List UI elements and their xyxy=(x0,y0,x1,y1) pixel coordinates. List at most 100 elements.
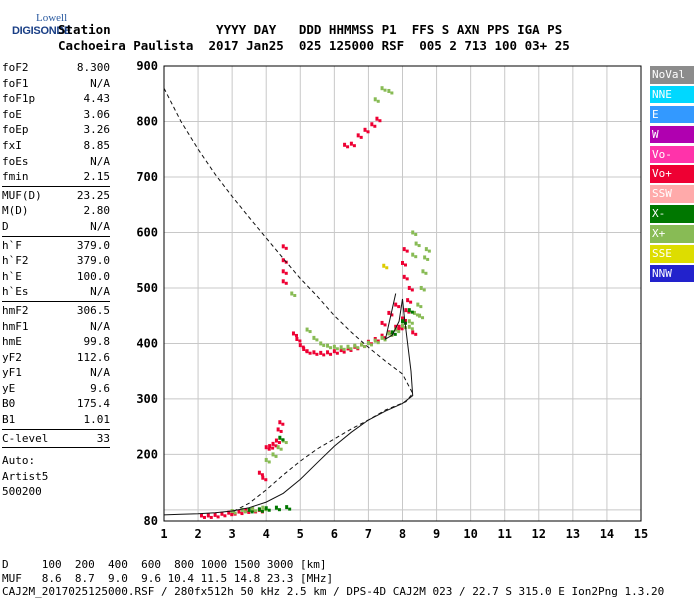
param-row: fmin 2.15 xyxy=(2,169,110,185)
data-point xyxy=(414,255,418,259)
footer-row3: CAJ2M_2017025125000.RSF / 280fx512h 50 k… xyxy=(2,585,665,598)
data-point xyxy=(267,447,271,451)
legend-item: E xyxy=(650,105,694,124)
data-point xyxy=(360,342,364,347)
param-separator xyxy=(2,185,110,187)
data-point xyxy=(407,319,411,324)
data-point xyxy=(380,333,384,338)
param-name: hmF1 xyxy=(2,319,29,333)
data-point xyxy=(216,515,220,519)
param-row: MUF(D) 23.25 xyxy=(2,188,110,204)
data-point xyxy=(247,510,251,514)
param-name: foF2 xyxy=(2,61,29,74)
data-point xyxy=(421,269,425,274)
data-point xyxy=(363,345,367,349)
param-row: B0 175.4 xyxy=(2,396,110,412)
y-tick-label: 600 xyxy=(136,225,158,239)
y-tick-label: 400 xyxy=(136,336,158,350)
data-point xyxy=(199,513,203,518)
param-row: yF2 112.6 xyxy=(2,350,110,366)
data-point xyxy=(421,316,425,320)
data-point xyxy=(346,145,350,149)
legend-item: NoVal xyxy=(650,66,694,84)
legend-item: X+ xyxy=(650,225,694,243)
logo-line2: DIGISONDE xyxy=(12,25,72,37)
data-point xyxy=(319,341,323,346)
param-name: D xyxy=(2,219,9,233)
param-row: foEs N/A xyxy=(2,154,110,170)
footer-row1: D 100 200 400 600 800 1000 1500 3000 [km… xyxy=(2,558,327,571)
data-point xyxy=(356,346,360,350)
data-point xyxy=(390,313,394,317)
data-point xyxy=(298,343,302,348)
y-tick-label: 900 xyxy=(136,59,158,73)
data-point xyxy=(227,510,231,515)
param-name: yE xyxy=(2,381,16,395)
data-point xyxy=(424,247,428,252)
data-point xyxy=(276,427,280,432)
data-point xyxy=(373,124,377,128)
data-point xyxy=(342,350,346,354)
param-separator xyxy=(2,235,110,237)
param-name: h`E xyxy=(2,269,22,283)
param-value: 175.4 xyxy=(76,397,110,411)
data-point xyxy=(339,345,343,350)
data-point xyxy=(410,288,414,292)
auto-line: Artist5 xyxy=(2,469,49,483)
footer: D 100 200 400 600 800 1000 1500 3000 [km… xyxy=(2,558,664,599)
data-point xyxy=(349,348,353,352)
data-point xyxy=(278,420,282,425)
data-point xyxy=(281,258,285,263)
data-point xyxy=(366,340,370,345)
y-tick-label: 300 xyxy=(136,392,158,406)
x-tick-label: 10 xyxy=(463,527,477,541)
data-point xyxy=(402,274,406,279)
data-point xyxy=(279,429,283,433)
data-point xyxy=(223,514,227,518)
param-name: h`Es xyxy=(2,285,29,299)
data-point xyxy=(277,508,281,512)
data-point xyxy=(295,337,299,341)
data-point xyxy=(342,347,346,351)
param-row: M(D) 2.80 xyxy=(2,203,110,219)
data-point xyxy=(376,339,380,343)
data-point xyxy=(284,441,288,445)
data-point xyxy=(291,331,295,336)
param-row: h`Es N/A xyxy=(2,284,110,300)
dashed-profile-line xyxy=(163,87,414,513)
data-point xyxy=(302,346,306,351)
x-tick-label: 11 xyxy=(497,527,511,541)
header-row2: Cachoeira Paulista 2017 Jan25 025 125000… xyxy=(58,38,570,53)
legend-item: W xyxy=(650,125,694,144)
data-point xyxy=(401,260,404,265)
data-point xyxy=(326,350,330,355)
data-point xyxy=(281,438,285,442)
param-row: B1 1.01 xyxy=(2,412,110,428)
data-point xyxy=(240,507,244,512)
param-name: B1 xyxy=(2,413,16,427)
param-value: 8.300 xyxy=(76,61,110,74)
data-point xyxy=(209,515,213,519)
data-point xyxy=(405,277,409,281)
legend-item: Vo- xyxy=(650,145,694,164)
x-tick-label: 13 xyxy=(566,527,580,541)
data-point xyxy=(404,308,408,313)
param-value: 306.5 xyxy=(76,303,110,317)
data-point xyxy=(305,349,309,354)
param-separator xyxy=(2,447,110,449)
data-point xyxy=(308,330,312,334)
param-name: foEp xyxy=(2,123,29,137)
data-point xyxy=(404,318,407,322)
data-point xyxy=(411,330,415,335)
data-point xyxy=(257,507,261,512)
data-point xyxy=(267,460,271,464)
data-point xyxy=(373,97,377,102)
data-point xyxy=(414,232,418,236)
y-tick-label: 80 xyxy=(144,514,158,528)
data-point xyxy=(240,512,244,516)
param-row: hmF2 306.5 xyxy=(2,303,110,319)
data-point xyxy=(257,470,261,475)
data-point xyxy=(267,508,271,512)
data-point xyxy=(394,324,398,329)
data-point xyxy=(373,338,377,343)
